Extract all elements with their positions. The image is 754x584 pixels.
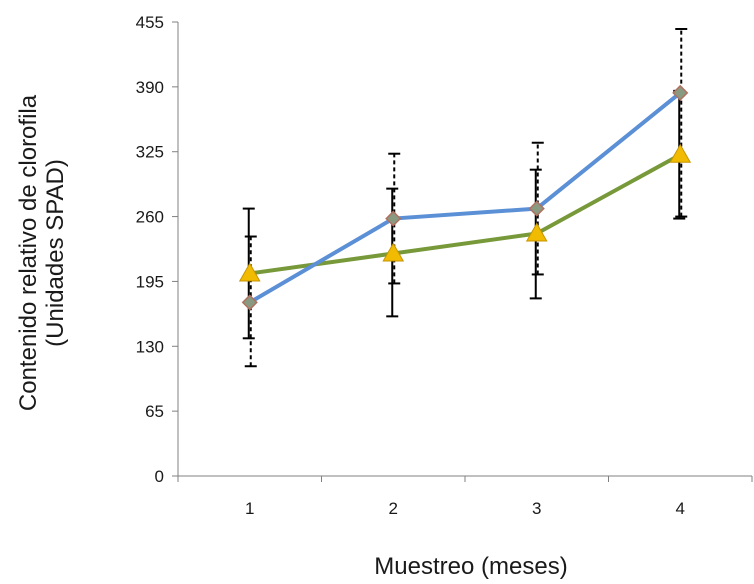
series-markers [238, 84, 692, 311]
x-tick-label: 4 [676, 499, 685, 518]
y-tick-label: 260 [136, 208, 164, 227]
data-point-triangle [238, 262, 261, 282]
x-axis-title: Muestreo (meses) [374, 553, 567, 580]
series-lines [248, 91, 682, 305]
series-line [249, 152, 682, 276]
y-tick-label: 325 [136, 143, 164, 162]
y-axis-title: Contenido relativo de clorofila (Unidade… [15, 94, 69, 411]
data-point-triangle [382, 242, 405, 262]
data-point-diamond [528, 200, 545, 217]
data-point-diamond [672, 84, 689, 101]
plot-area: 0 65 130 195 260 325 390 455 1 2 3 4 [136, 13, 753, 518]
x-axis-ticks: 1 2 3 4 [177, 476, 753, 518]
data-point-triangle [525, 222, 548, 242]
y-tick-label: 455 [136, 13, 164, 32]
series-line [248, 91, 682, 305]
error-bars [242, 27, 688, 368]
y-tick-label: 0 [155, 467, 164, 486]
x-tick-label: 1 [245, 499, 254, 518]
y-tick-label: 130 [136, 337, 164, 356]
data-point-diamond [241, 294, 258, 311]
y-tick-label: 65 [145, 402, 164, 421]
x-tick-label: 3 [532, 499, 541, 518]
y-axis-title-line-1: Contenido relativo de clorofila [15, 94, 42, 411]
data-point-triangle [669, 143, 692, 163]
y-axis-title-line-2: (Unidades SPAD) [42, 159, 69, 347]
x-tick-label: 2 [389, 499, 398, 518]
data-point-diamond [385, 210, 402, 227]
y-axis-ticks: 0 65 130 195 260 325 390 455 [136, 13, 178, 486]
y-tick-label: 390 [136, 78, 164, 97]
y-tick-label: 195 [136, 272, 164, 291]
